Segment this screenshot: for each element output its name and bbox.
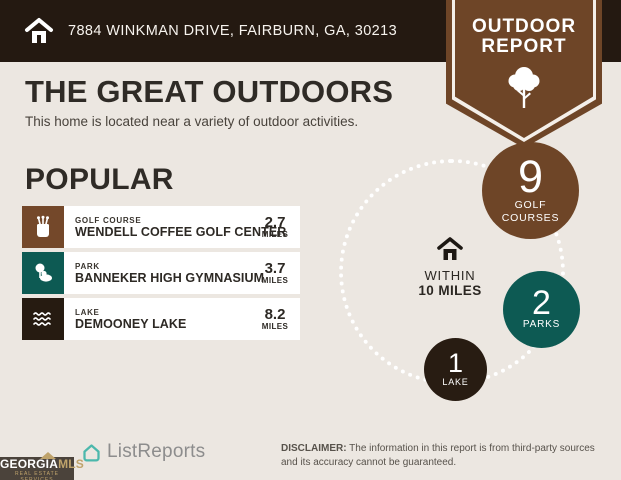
parks-count: 2	[532, 284, 551, 323]
radius-center: WITHIN 10 MILES	[400, 237, 500, 298]
popular-item-park: PARK BANNEKER HIGH GYMNASIUM 3.7 MILES	[22, 252, 300, 294]
outdoor-report-badge: OUTDOOR REPORT	[446, 0, 602, 148]
distance: 8.2 MILES	[254, 298, 300, 340]
lake-count: 1	[447, 348, 464, 379]
distance-value: 3.7	[264, 260, 286, 277]
bubble-parks: 2 PARKS	[503, 271, 580, 348]
listreports-wordmark: ListReports	[107, 441, 206, 462]
badge-title-line1: OUTDOOR	[471, 16, 577, 37]
bubble-lake: 1 LAKE	[424, 338, 487, 401]
bubble-golf-courses: 9 GOLF COURSES	[482, 142, 579, 239]
miles-label: 10 MILES	[418, 283, 482, 298]
distance-unit: MILES	[261, 230, 289, 239]
badge-title-line2: REPORT	[481, 35, 567, 57]
golf-count: 9	[517, 151, 544, 202]
popular-heading: POPULAR	[25, 163, 174, 196]
mls-roof-icon	[40, 452, 56, 459]
page-subtitle: This home is located near a variety of o…	[25, 114, 359, 129]
tree-icon	[504, 64, 544, 112]
park-tree-icon	[22, 252, 64, 294]
home-icon-filled	[437, 237, 463, 261]
category-label: PARK	[75, 261, 100, 271]
georgia-mls-mls: MLS	[58, 457, 85, 471]
distance-value: 8.2	[264, 306, 286, 323]
category-label: LAKE	[75, 307, 100, 317]
distance-value: 2.7	[264, 214, 286, 231]
georgia-mls-logo: GEORGIAMLS REAL ESTATE SERVICES	[0, 452, 84, 480]
disclaimer-label: DISCLAIMER:	[281, 443, 347, 454]
disclaimer: DISCLAIMER: The information in this repo…	[281, 442, 613, 470]
popular-item-lake: LAKE DEMOONEY LAKE 8.2 MILES	[22, 298, 300, 340]
georgia-mls-tagline: REAL ESTATE SERVICES	[15, 471, 59, 480]
golf-bag-icon	[22, 206, 64, 248]
page-title: THE GREAT OUTDOORS	[25, 74, 394, 109]
lake-label: LAKE	[442, 376, 469, 387]
golf-label-2: COURSES	[501, 211, 560, 224]
within-label: WITHIN	[424, 268, 476, 283]
distance-unit: MILES	[261, 322, 289, 331]
place-name: DEMOONEY LAKE	[75, 316, 187, 331]
distance: 2.7 MILES	[254, 206, 300, 248]
home-icon	[24, 17, 54, 45]
listreports-logo: ListReports	[81, 441, 205, 463]
waves-icon	[22, 298, 64, 340]
popular-list: GOLF COURSE WENDELL COFFEE GOLF CENTER 2…	[22, 206, 300, 344]
golf-label-1: GOLF	[514, 198, 547, 211]
place-name: WENDELL COFFEE GOLF CENTER	[75, 224, 287, 239]
distance: 3.7 MILES	[254, 252, 300, 294]
popular-item-golf-course: GOLF COURSE WENDELL COFFEE GOLF CENTER 2…	[22, 206, 300, 248]
category-label: GOLF COURSE	[75, 215, 142, 225]
distance-unit: MILES	[261, 276, 289, 285]
disclaimer-text: The information in this report is from t…	[281, 443, 595, 468]
listreports-house-icon	[83, 443, 100, 462]
property-address: 7884 WINKMAN DRIVE, FAIRBURN, GA, 30213	[68, 23, 398, 39]
georgia-mls-name: GEORGIA	[0, 457, 59, 471]
place-name: BANNEKER HIGH GYMNASIUM	[75, 270, 265, 285]
parks-label: PARKS	[522, 319, 561, 331]
